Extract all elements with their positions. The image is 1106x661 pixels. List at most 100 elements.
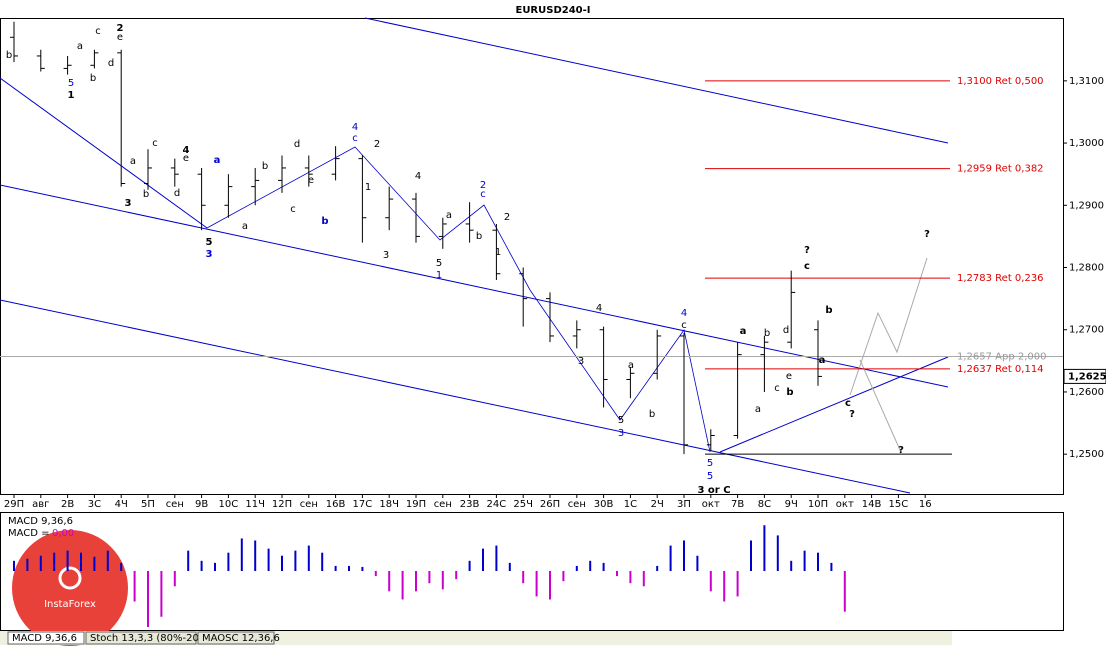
macd-frame [0,512,1064,631]
wave-label: 1 [436,270,442,281]
y-tick-label: 1,3000 [1069,138,1104,149]
retracement-label: 1,2783 Ret 0,236 [957,273,1044,284]
x-tick-label: 10С [219,499,239,510]
logo-text: InstaForex [44,599,96,610]
y-tick-label: 1,3100 [1069,76,1104,87]
x-tick-label: сен [300,499,318,510]
wave-label: 5 [206,237,213,248]
wave-label: b [321,216,328,227]
wave-label: e [786,371,792,382]
wave-label: ? [804,245,810,256]
wave-label: 4 [681,308,687,319]
wave-label: a [242,221,248,232]
wave-label: 2 [117,23,124,34]
x-tick-label: 1С [624,499,637,510]
wave-label: 1 [365,182,371,193]
wave-label: 2 [374,139,380,150]
x-tick-label: 9В [195,499,208,510]
trend-line [719,356,949,453]
x-tick-label: 2В [61,499,74,510]
x-tick-label: 15С [889,499,909,510]
wave-label: c [681,320,687,331]
indicator-tab[interactable] [85,631,197,645]
indicator-tab-label[interactable]: MACD 9,36,6 [12,633,77,644]
wave-label: c [152,138,158,149]
wave-label: 3 [125,198,132,209]
wave-label: ? [898,445,904,456]
x-tick-label: 17С [353,499,373,510]
wave-label: 1 [495,247,501,258]
x-tick-label: окт [836,499,854,510]
wave-label: a [77,41,83,52]
indicator-tab[interactable] [197,631,275,645]
wave-label: a [446,210,452,221]
x-tick-label: 23В [460,499,480,510]
x-tick-label: 5П [141,499,155,510]
y-tick-label: 1,2500 [1069,449,1104,460]
x-tick-label: 25Ч [513,499,533,510]
wave-label: b [825,305,832,316]
wave-label: c [774,383,780,394]
x-tick-label: 26П [540,499,560,510]
current-price-label: 1,2625 [1068,371,1106,382]
x-tick-label: 8С [758,499,771,510]
wave-label: c [352,133,358,144]
projection-path [849,257,928,396]
wave-label: ? [849,409,855,420]
macd-value: 0,00 [52,528,74,539]
x-tick-label: 16В [326,499,346,510]
x-tick-label: авг [32,499,49,510]
wave-label: ? [924,229,930,240]
wave-label: 4 [596,303,602,314]
x-tick-label: 11Ч [245,499,265,510]
wave-label: 3 [206,249,213,260]
wave-label: c [95,26,101,37]
indicator-tab-label[interactable]: MAOSC 12,36,6 [202,633,280,644]
x-tick-label: 3С [88,499,101,510]
logo: InstaForex [12,530,128,646]
channel-lines [0,17,949,494]
y-tick-label: 1,2600 [1069,387,1104,398]
wave-label: c [480,189,486,200]
wave-label: 5 [707,458,713,469]
x-tick-label: 18Ч [379,499,399,510]
wave-label: b [6,50,12,61]
x-tick-label: 24С [487,499,507,510]
wave-label: a [628,360,634,371]
x-tick-label: сен [434,499,452,510]
wave-label: 1 [68,90,75,101]
macd-value-text: MACD = [8,528,50,539]
wave-label: b [649,409,655,420]
projection-path [859,359,901,451]
projection-lines [849,257,928,451]
wave-label: 3 [383,250,389,261]
indicator-tab[interactable] [7,631,85,645]
wave-label: b [90,73,96,84]
wave-label: a [214,155,221,166]
indicator-tab-label[interactable]: Stoch 13,3,3 (80%-20%) [90,633,212,644]
x-tick-label: 7В [731,499,744,510]
wave-label: 4 [183,145,190,156]
channel-line [364,17,949,144]
wave-label: b [476,231,482,242]
x-tick-label: 19П [406,499,426,510]
retracement-label: 1,3100 Ret 0,500 [957,76,1044,87]
wave-label: c [804,261,810,272]
wave-label: 5 [436,258,442,269]
macd-label: MACD 9,36,6 [8,516,73,527]
current-price-box [1063,368,1106,384]
wave-label: 4 [352,122,358,133]
x-tick-label: 30В [594,499,614,510]
channel-line [0,299,911,494]
wave-label: e [308,175,314,186]
x-tick-label: 3П [677,499,691,510]
x-tick-label: сен [568,499,586,510]
wave-line [206,146,711,453]
x-tick-label: 14В [862,499,882,510]
x-tick-label: 9Ч [785,499,798,510]
wave-label: d [294,139,300,150]
wave-label: 2 [480,180,486,191]
wave-label: e [117,32,123,43]
